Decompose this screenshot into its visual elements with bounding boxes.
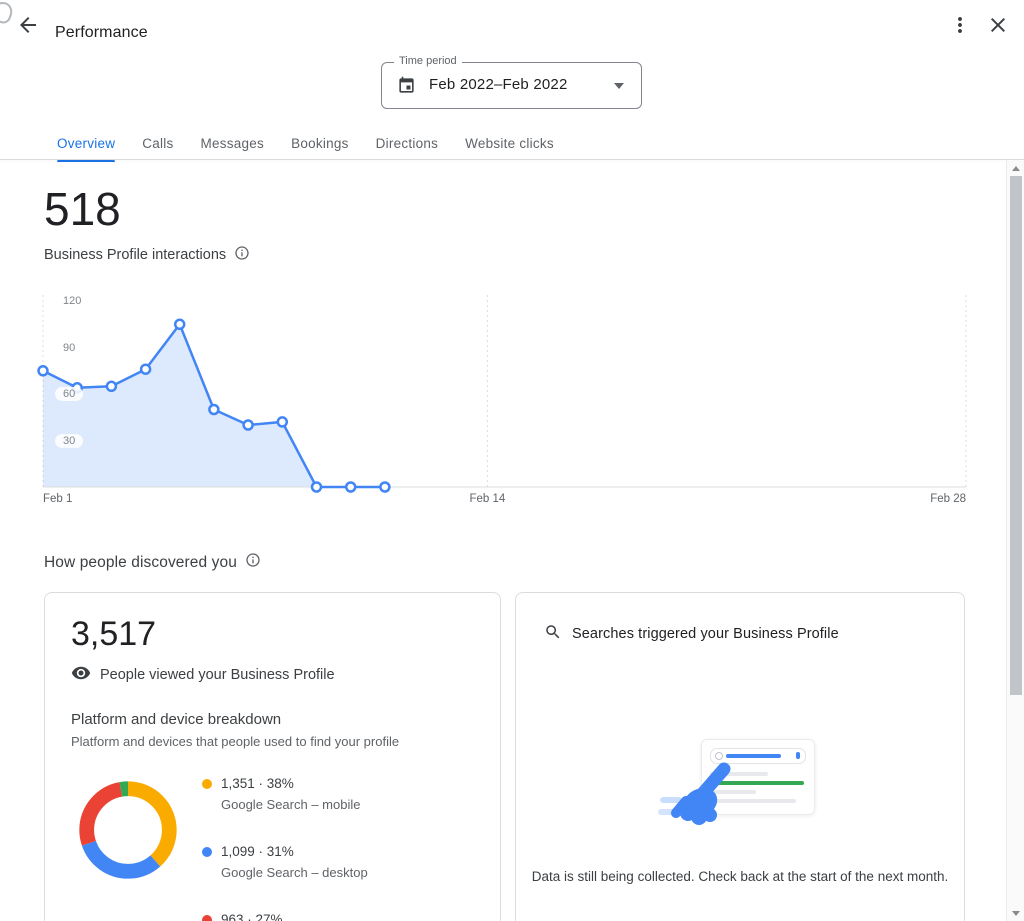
hand-illustration bbox=[658, 762, 731, 825]
tab-bookings[interactable]: Bookings bbox=[291, 128, 349, 159]
info-icon[interactable] bbox=[234, 245, 250, 265]
performance-tabs: Overview Calls Messages Bookings Directi… bbox=[57, 128, 554, 162]
kebab-menu-icon bbox=[948, 13, 972, 37]
close-button[interactable] bbox=[984, 11, 1012, 39]
time-period-select[interactable]: Time period Feb 2022–Feb 2022 bbox=[381, 55, 642, 109]
tabs-divider bbox=[0, 159, 1024, 160]
empty-state-message: Data is still being collected. Check bac… bbox=[531, 868, 949, 884]
arrow-back-icon bbox=[16, 13, 40, 37]
interactions-value: 518 bbox=[44, 183, 121, 235]
profile-views-card: 3,517 People viewed your Business Profil… bbox=[44, 592, 501, 921]
interactions-chart: 30 60 90 120 Feb 1 Feb 14 Feb 28 bbox=[37, 294, 967, 510]
screen-corner-artifact bbox=[0, 0, 15, 26]
views-label: People viewed your Business Profile bbox=[100, 667, 335, 683]
back-button[interactable] bbox=[14, 11, 42, 39]
time-period-value: Feb 2022–Feb 2022 bbox=[429, 76, 568, 93]
searches-title: Searches triggered your Business Profile bbox=[572, 626, 839, 642]
calendar-icon bbox=[397, 76, 416, 100]
illustration-magnifier-icon bbox=[715, 752, 723, 760]
info-icon[interactable] bbox=[245, 552, 261, 573]
more-options-button[interactable] bbox=[946, 11, 974, 39]
interactions-label-row: Business Profile interactions bbox=[44, 245, 250, 265]
tab-calls[interactable]: Calls bbox=[142, 128, 173, 159]
tab-messages[interactable]: Messages bbox=[201, 128, 265, 159]
search-icon bbox=[544, 623, 562, 645]
tab-overview[interactable]: Overview bbox=[57, 128, 116, 162]
legend-entry-desktop: 1,099 · 31% Google Search – desktop bbox=[202, 843, 368, 882]
discovered-heading-row: How people discovered you bbox=[44, 552, 261, 573]
illustration-search-bar bbox=[710, 748, 806, 764]
illustration-mic-icon bbox=[796, 752, 800, 759]
views-label-row: People viewed your Business Profile bbox=[71, 663, 335, 687]
breakdown-donut-chart bbox=[69, 771, 187, 889]
scrollbar-down-arrow[interactable] bbox=[1007, 905, 1024, 921]
search-results-illustration bbox=[701, 739, 815, 815]
discovered-heading: How people discovered you bbox=[44, 553, 237, 571]
page-title: Performance bbox=[55, 23, 148, 41]
legend-dot-red bbox=[202, 915, 212, 921]
illustration-query-line bbox=[726, 754, 781, 758]
scrollbar-thumb[interactable] bbox=[1009, 176, 1022, 695]
searches-header: Searches triggered your Business Profile bbox=[544, 623, 839, 645]
time-period-label: Time period bbox=[394, 55, 462, 67]
scrollbar-up-arrow[interactable] bbox=[1007, 160, 1024, 176]
vertical-scrollbar[interactable] bbox=[1006, 160, 1024, 921]
active-tab-underline bbox=[57, 159, 116, 162]
breakdown-title: Platform and device breakdown bbox=[71, 711, 282, 728]
legend-dot-orange bbox=[202, 779, 212, 789]
interactions-label: Business Profile interactions bbox=[44, 247, 227, 263]
legend-entry-mobile: 1,351 · 38% Google Search – mobile bbox=[202, 775, 368, 814]
searches-card: Searches triggered your Business Profile… bbox=[515, 592, 965, 921]
close-icon bbox=[986, 13, 1010, 37]
breakdown-subtitle: Platform and devices that people used to… bbox=[71, 734, 400, 749]
chevron-down-icon bbox=[614, 83, 624, 89]
views-value: 3,517 bbox=[71, 615, 157, 653]
legend-entry-maps: 963 · 27% bbox=[202, 911, 368, 921]
legend-dot-blue bbox=[202, 847, 212, 857]
illustration-green-line bbox=[710, 781, 804, 785]
tab-website-clicks[interactable]: Website clicks bbox=[465, 128, 554, 159]
tab-directions[interactable]: Directions bbox=[376, 128, 439, 159]
eye-icon bbox=[71, 663, 91, 687]
breakdown-legend: 1,351 · 38% Google Search – mobile 1,099… bbox=[202, 775, 368, 921]
line-chart-plot bbox=[37, 295, 967, 493]
